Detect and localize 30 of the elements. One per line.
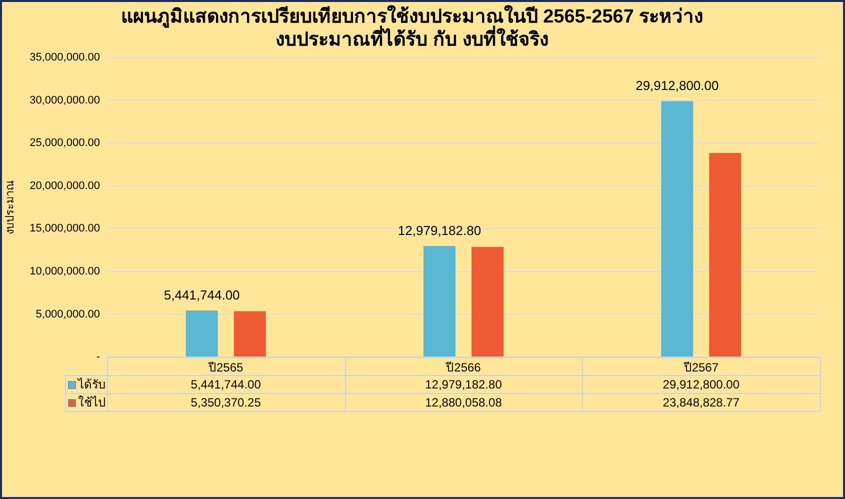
bar xyxy=(423,246,456,356)
annotation: 12,979,182.80 xyxy=(398,223,482,238)
data-label: 29,912,800.00 xyxy=(662,377,740,392)
data-label: 12,880,058.08 xyxy=(425,395,502,410)
y-tick-label: - xyxy=(96,351,100,364)
bar xyxy=(709,152,742,356)
legend-label: ได้รับ xyxy=(77,377,106,392)
annotation: 29,912,800.00 xyxy=(636,78,719,94)
data-label: 23,848,828.77 xyxy=(662,395,740,410)
y-tick-label: 25,000,000.00 xyxy=(30,137,100,150)
y-tick-label: 20,000,000.00 xyxy=(30,180,100,192)
legend-label: ใช้ไป xyxy=(78,395,106,410)
bar xyxy=(661,101,694,356)
y-tick-label: 10,000,000.00 xyxy=(30,265,100,278)
x-tick-label: ปี2565 xyxy=(207,360,244,375)
y-axis-title: งบประมาณ xyxy=(4,180,17,234)
data-label: 5,350,370.25 xyxy=(190,395,262,410)
bar xyxy=(234,311,266,356)
chart-title: แผนภูมิแสดงการเปรียบเทียบการใช้งบประมาณในปี 2565-2567 ระหว่าง งบประมาณที่ได้รับ กับ งบที่ใช้จริง xyxy=(120,4,704,50)
y-tick-label: 35,000,000.00 xyxy=(30,52,100,64)
data-label: 5,441,744.00 xyxy=(190,377,262,392)
x-tick-label: ปี2567 xyxy=(682,360,719,375)
annotation: 5,441,744.00 xyxy=(164,288,240,303)
y-tick-label: 5,000,000.00 xyxy=(36,308,100,320)
y-tick-label: 15,000,000.00 xyxy=(30,222,100,235)
y-tick-label: 30,000,000.00 xyxy=(30,94,100,106)
bar xyxy=(471,246,504,356)
bar xyxy=(186,310,218,356)
data-label: 12,979,182.80 xyxy=(425,377,502,392)
x-tick-label: ปี2566 xyxy=(445,360,482,375)
